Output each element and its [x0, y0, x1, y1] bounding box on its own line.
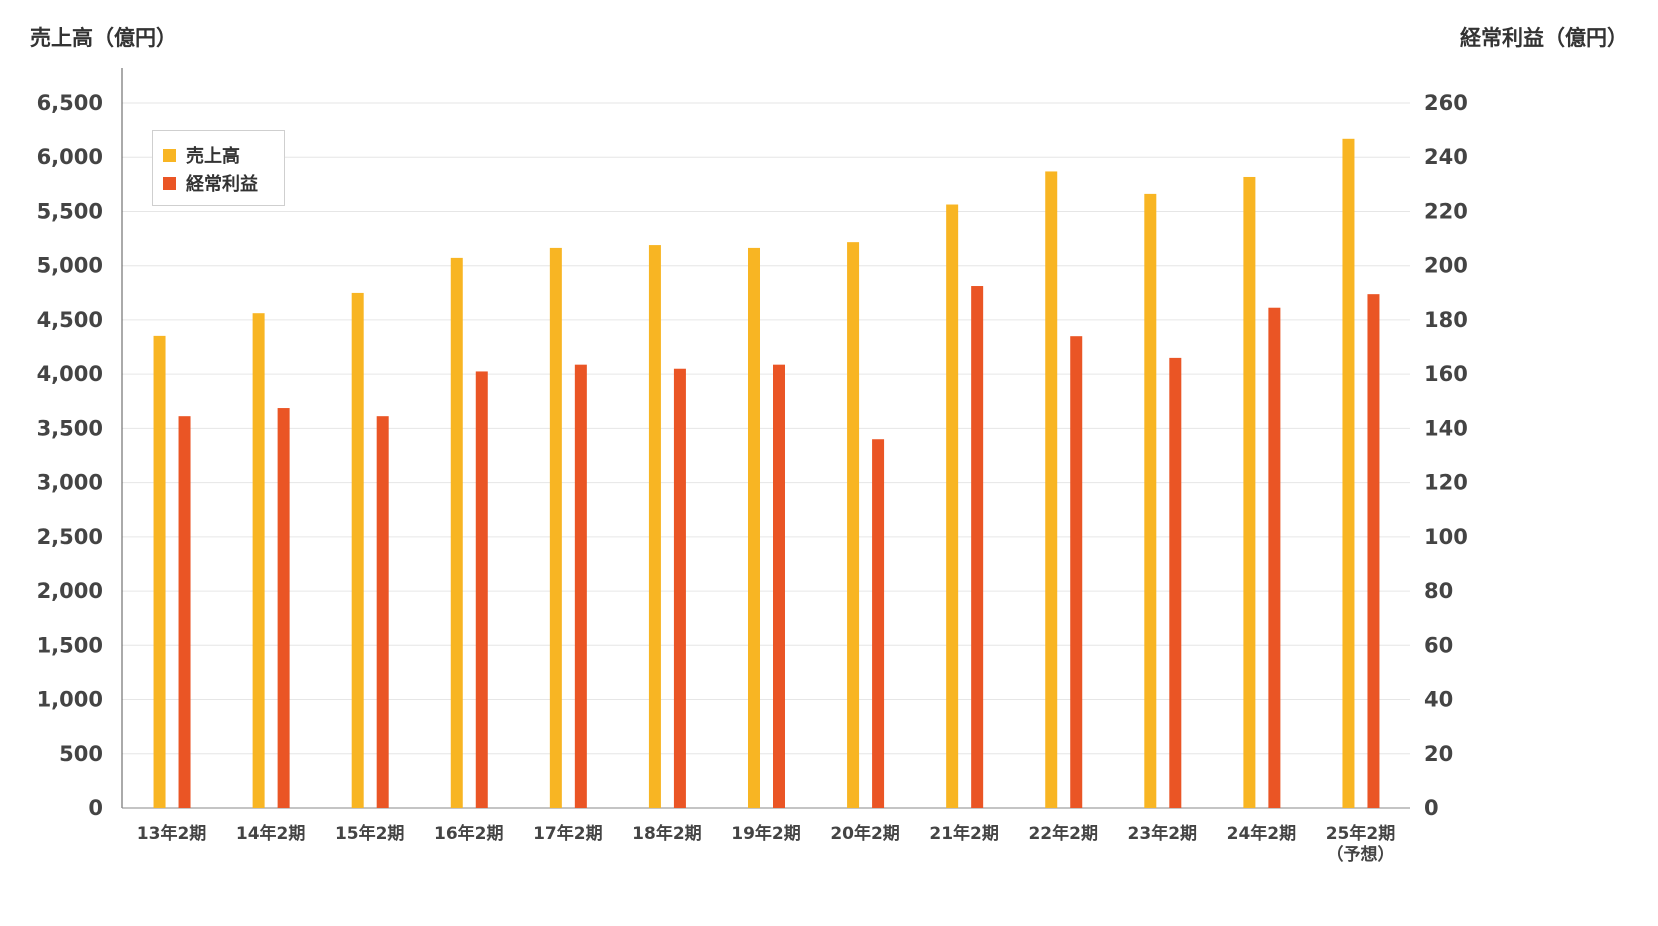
x-tick-label: 19年2期: [731, 823, 801, 844]
bar-sales: [1144, 193, 1157, 809]
x-tick-label: 21年2期: [929, 823, 999, 844]
y-left-tick-label: 0: [88, 796, 103, 820]
bar-sales: [1342, 138, 1355, 809]
bar-sales: [946, 204, 959, 808]
bar-sales: [1045, 171, 1058, 809]
y-left-tick-label: 5,500: [37, 199, 103, 223]
bar-ordinary-profit: [277, 408, 290, 808]
x-tick-label: 15年2期: [335, 823, 405, 844]
bar-ordinary-profit: [872, 439, 885, 808]
y-right-tick-label: 140: [1424, 416, 1468, 440]
bar-ordinary-profit: [178, 416, 191, 808]
y-right-tick-label: 80: [1424, 579, 1453, 603]
x-tick-label: 25年2期: [1326, 823, 1396, 844]
y-right-tick-label: 0: [1424, 796, 1439, 820]
bar-ordinary-profit: [971, 286, 984, 809]
bar-ordinary-profit: [1169, 357, 1182, 808]
y-right-tick-label: 260: [1424, 91, 1468, 115]
y-left-tick-label: 3,500: [37, 416, 103, 440]
bar-sales: [1243, 176, 1256, 808]
bar-ordinary-profit: [376, 416, 389, 808]
legend-swatch-ordinary-profit: [163, 176, 176, 190]
y-left-tick-label: 5,000: [37, 254, 103, 278]
x-tick-label: 23年2期: [1128, 823, 1198, 844]
bars: [153, 138, 1380, 809]
y-left-tick-label: 500: [59, 742, 103, 766]
bar-sales: [153, 335, 166, 808]
legend-label-ordinary-profit: 経常利益: [186, 174, 258, 195]
y-right-tick-label: 60: [1424, 633, 1453, 657]
bar-sales: [648, 245, 661, 809]
y-right-tick-label: 160: [1424, 362, 1468, 386]
y-right-tick-label: 200: [1424, 254, 1468, 278]
bar-sales: [847, 242, 860, 809]
y-right-tick-label: 220: [1424, 199, 1468, 223]
bar-ordinary-profit: [475, 371, 488, 808]
y-left-tick-label: 4,000: [37, 362, 103, 386]
x-tick-label: 13年2期: [137, 823, 207, 844]
y-right-tick-label: 180: [1424, 308, 1468, 332]
y-axis-left-title: 売上高（億円）: [30, 26, 177, 50]
y-right-tick-label: 100: [1424, 525, 1468, 549]
bar-sales: [748, 247, 760, 809]
bar-ordinary-profit: [1070, 336, 1083, 808]
bar-ordinary-profit: [773, 364, 785, 808]
x-tick-label: 24年2期: [1227, 823, 1297, 844]
bar-sales: [351, 292, 364, 809]
y-left-tick-label: 2,000: [37, 579, 103, 603]
legend-label-sales: 売上高: [186, 146, 240, 167]
x-tick-label: 18年2期: [632, 823, 702, 844]
y-left-tick-label: 6,000: [37, 145, 103, 169]
legend-item-ordinary-profit: 経常利益: [163, 169, 284, 197]
bar-ordinary-profit: [673, 368, 686, 808]
y-left-tick-label: 1,000: [37, 688, 103, 712]
axes: [121, 68, 1410, 809]
y-left-tick-label: 1,500: [37, 633, 103, 657]
x-tick-note: （予想）: [1326, 844, 1394, 865]
x-tick-label: 16年2期: [434, 823, 504, 844]
y-left-tick-label: 3,000: [37, 471, 103, 495]
x-tick-label: 14年2期: [236, 823, 306, 844]
y-left-tick-label: 2,500: [37, 525, 103, 549]
x-tick-label: 22年2期: [1028, 823, 1098, 844]
y-right-tick-label: 240: [1424, 145, 1468, 169]
bar-sales: [450, 257, 463, 809]
grid-lines: [122, 102, 1410, 755]
bar-sales: [252, 313, 265, 808]
y-left-tick-label: 4,500: [37, 308, 103, 332]
y-axis-right-title: 経常利益（億円）: [1460, 26, 1628, 50]
y-right-tick-label: 120: [1424, 471, 1468, 495]
x-tick-label: 17年2期: [533, 823, 603, 844]
chart-legend: 売上高 経常利益: [152, 130, 285, 206]
bar-ordinary-profit: [1268, 307, 1281, 808]
y-right-tick-label: 40: [1424, 688, 1453, 712]
legend-swatch-sales: [163, 148, 176, 162]
bar-sales: [549, 247, 562, 809]
y-right-tick-label: 20: [1424, 742, 1453, 766]
bar-ordinary-profit: [1367, 294, 1380, 808]
x-tick-label: 20年2期: [830, 823, 900, 844]
tick-labels: 0 0 500 20 1,000 40 1,500 60 2,000 80 2,500 100 3,00…: [37, 91, 1468, 865]
legend-item-sales: 売上高: [163, 141, 284, 169]
y-left-tick-label: 6,500: [37, 91, 103, 115]
bar-ordinary-profit: [574, 364, 587, 808]
